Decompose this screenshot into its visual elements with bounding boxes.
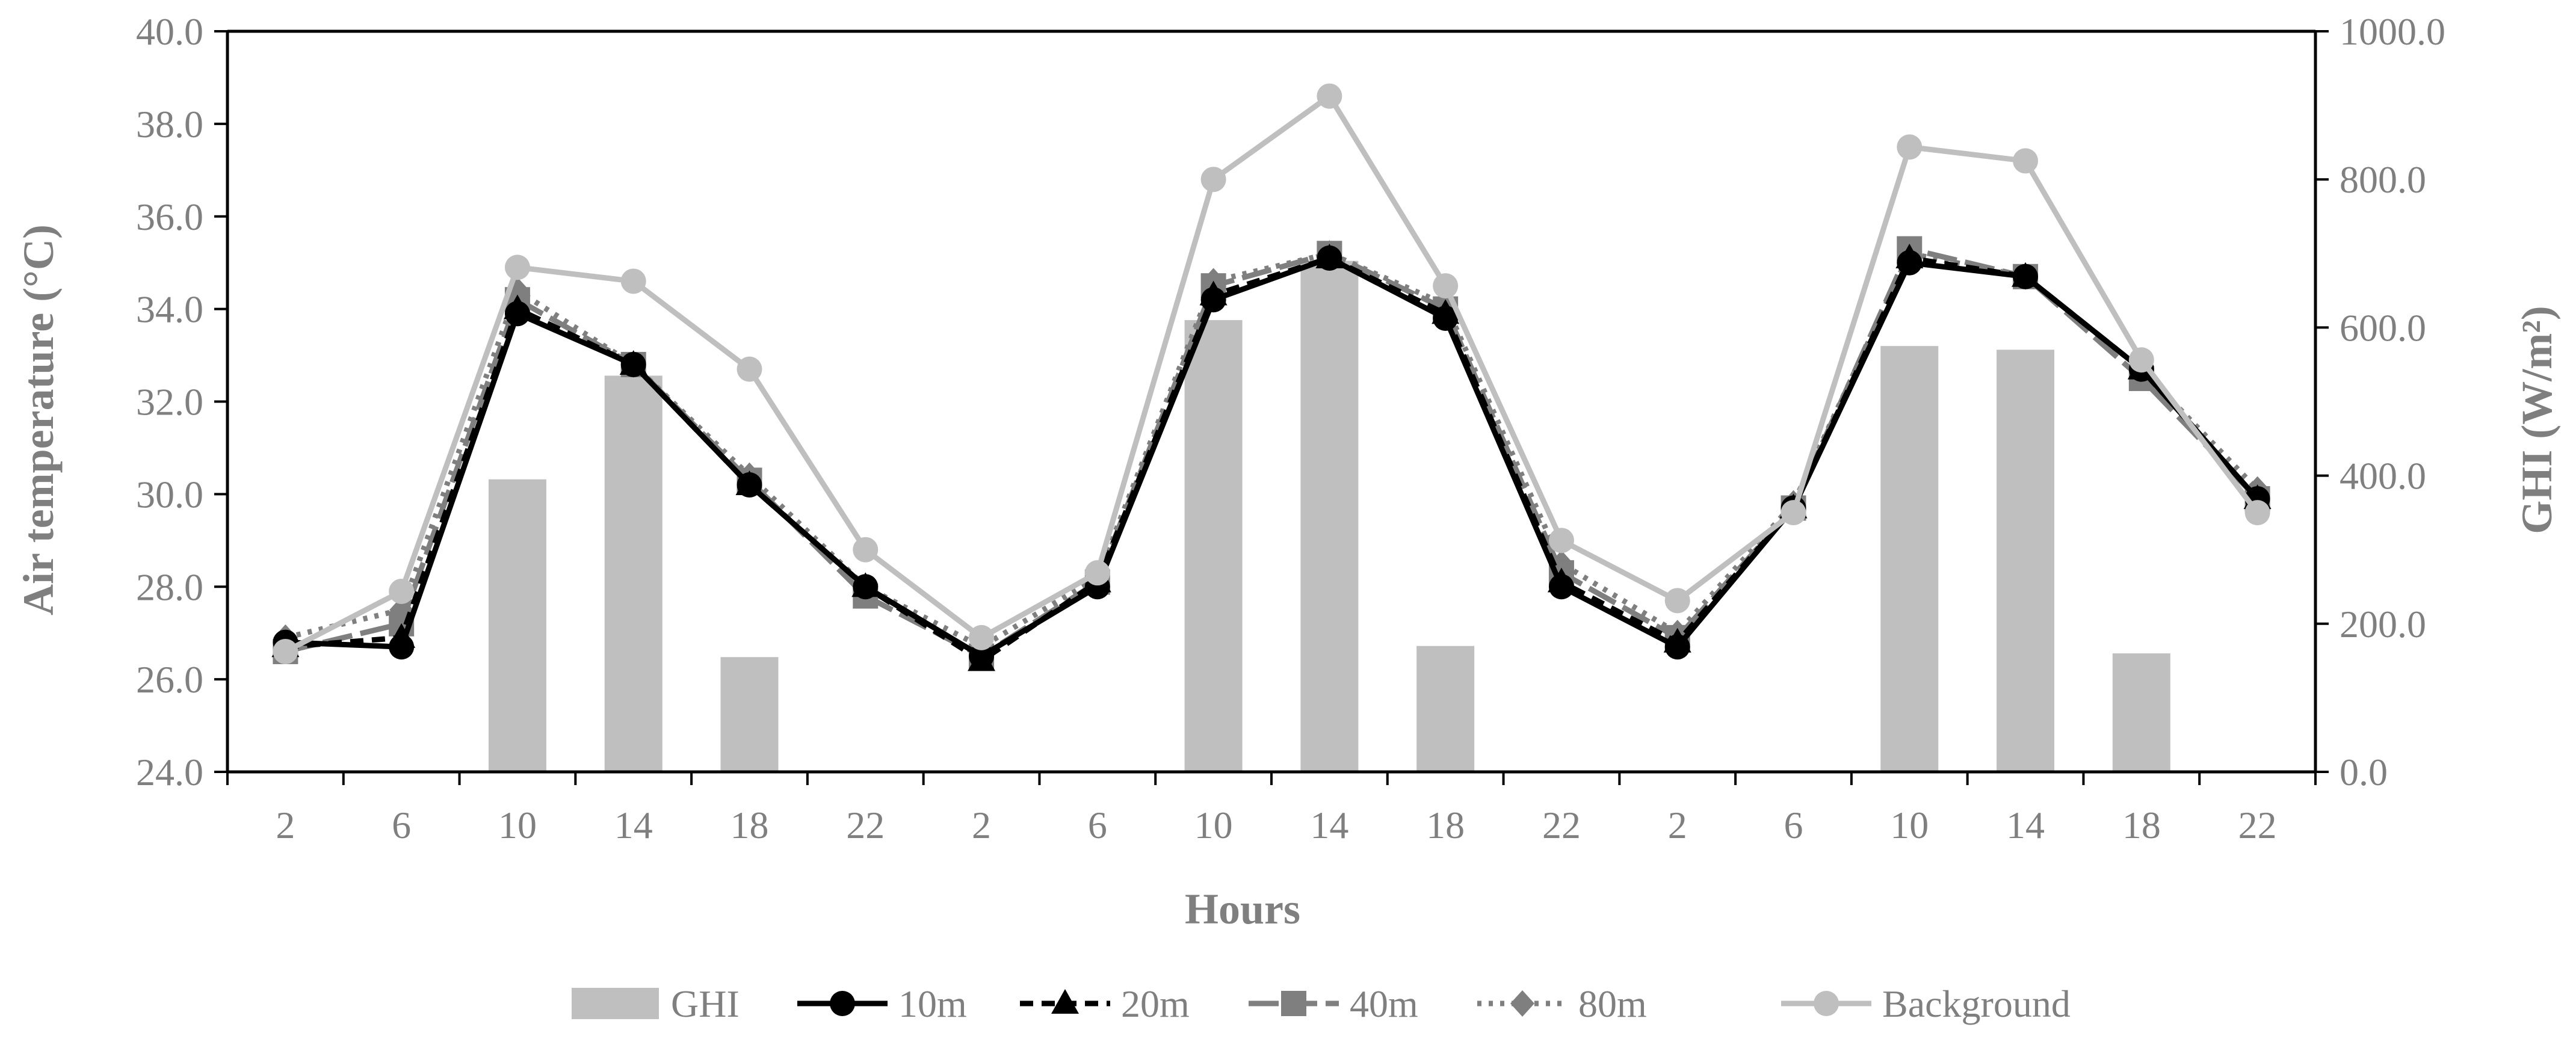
x-tick-label: 10 (498, 804, 537, 846)
series-point-background (389, 578, 415, 604)
series-point-background (2013, 148, 2039, 174)
series-point-10m (1317, 245, 1342, 271)
series-point-background (1200, 167, 1226, 193)
x-tick-label: 6 (1784, 804, 1803, 846)
series-point-background (1433, 273, 1459, 299)
series-point-background (1664, 588, 1690, 614)
legend-marker-background (1814, 991, 1839, 1016)
y-tick-label: 38.0 (136, 103, 203, 146)
series-point-background (853, 537, 879, 563)
series-point-background (273, 638, 298, 664)
ghi-bar (1184, 320, 1243, 772)
y-tick-label: 24.0 (136, 751, 203, 794)
series-point-background (1084, 560, 1110, 586)
series-point-10m (853, 574, 879, 600)
x-tick-label: 22 (2238, 804, 2277, 846)
series-point-background (1548, 528, 1574, 553)
ghi-bar (488, 479, 546, 772)
axes-layer (214, 29, 2329, 785)
series-point-10m (1548, 574, 1574, 600)
y2-tick-label: 1000.0 (2340, 10, 2445, 53)
legend-label-80m: 80m (1578, 982, 1647, 1025)
ghi-bar (2112, 653, 2170, 772)
legend: GHI 10m 20m 40m 80m Background (572, 982, 2071, 1025)
legend-swatch-ghi (572, 988, 659, 1019)
y-tick-label: 40.0 (136, 10, 203, 53)
x-tick-label: 2 (1668, 804, 1687, 846)
series-point-10m (504, 301, 530, 327)
series-point-10m (1664, 634, 1690, 660)
series-point-background (1781, 500, 1806, 526)
series-point-10m (2013, 264, 2039, 289)
series-point-background (737, 356, 762, 382)
series-point-background (2128, 347, 2154, 373)
legend-marker-10m (830, 991, 855, 1016)
legend-label-40m: 40m (1350, 982, 1418, 1025)
series-line-10m (285, 255, 2259, 659)
series-point-10m (1200, 287, 1226, 313)
y2-tick-label: 800.0 (2340, 158, 2426, 201)
series-point-background (1317, 83, 1342, 109)
x-tick-label: 14 (1310, 804, 1348, 846)
x-tick-label: 14 (614, 804, 653, 846)
x-tick-label: 2 (972, 804, 991, 846)
x-tick-label: 22 (846, 804, 885, 846)
legend-label-background: Background (1882, 982, 2071, 1025)
legend-label-10m: 10m (898, 982, 967, 1025)
lines-layer (271, 83, 2272, 671)
x-tick-label: 6 (1088, 804, 1107, 846)
x-tick-label: 18 (2122, 804, 2161, 846)
y2-tick-label: 0.0 (2340, 751, 2388, 794)
y-tick-label: 34.0 (136, 288, 203, 331)
series-line-background (284, 93, 2260, 654)
series-point-background (1897, 134, 1923, 160)
x-tick-label: 2 (276, 804, 295, 846)
legend-label-20m: 20m (1121, 982, 1190, 1025)
ghi-bar (1416, 646, 1475, 772)
x-tick-label: 18 (1426, 804, 1465, 846)
series-point-background (969, 624, 995, 650)
y-tick-label: 28.0 (136, 566, 203, 608)
x-tick-label: 18 (730, 804, 769, 846)
series-point-10m (1433, 306, 1459, 331)
legend-marker-20m (1051, 989, 1079, 1014)
x-tick-label: 10 (1194, 804, 1233, 846)
y-tick-label: 26.0 (136, 658, 203, 701)
y-tick-label: 32.0 (136, 381, 203, 424)
ghi-bar (1300, 260, 1359, 772)
series-point-10m (1897, 250, 1923, 276)
x-axis-title: Hours (1185, 885, 1300, 933)
series-line-80m (285, 250, 2259, 650)
series-point-background (620, 268, 646, 294)
ghi-bar (1880, 346, 1939, 772)
series-point-background (2244, 500, 2270, 526)
y2-tick-label: 600.0 (2340, 306, 2426, 349)
series-line-40m (285, 246, 2259, 659)
ghi-bar (604, 375, 663, 772)
series-point-background (504, 254, 530, 280)
legend-label-ghi: GHI (671, 982, 740, 1025)
series-point-10m (389, 634, 415, 660)
series-point-10m (737, 472, 762, 498)
ghi-bar (720, 657, 779, 772)
y-tick-label: 36.0 (136, 196, 203, 238)
ghi-bar (1997, 350, 2055, 772)
legend-marker-40m (1281, 991, 1306, 1016)
x-tick-label: 6 (392, 804, 411, 846)
series-point-10m (969, 643, 995, 669)
x-tick-label: 10 (1890, 804, 1929, 846)
y2-tick-label: 200.0 (2340, 603, 2426, 646)
y2-tick-label: 400.0 (2340, 455, 2426, 498)
y-tick-label: 30.0 (136, 473, 203, 516)
x-tick-label: 14 (2006, 804, 2045, 846)
y-axis-title: Air temperature (°C) (14, 224, 63, 615)
bars-layer (488, 260, 2170, 772)
x-tick-label: 22 (1542, 804, 1581, 846)
series-point-10m (620, 351, 646, 377)
labels-layer: 2 6 10 14 18 22 2 6 10 14 18 22 2 6 10 14 18 2224.026.028… (136, 10, 2445, 846)
y2-axis-title: GHI (W/m²) (2513, 306, 2561, 534)
legend-marker-80m (1510, 990, 1534, 1017)
